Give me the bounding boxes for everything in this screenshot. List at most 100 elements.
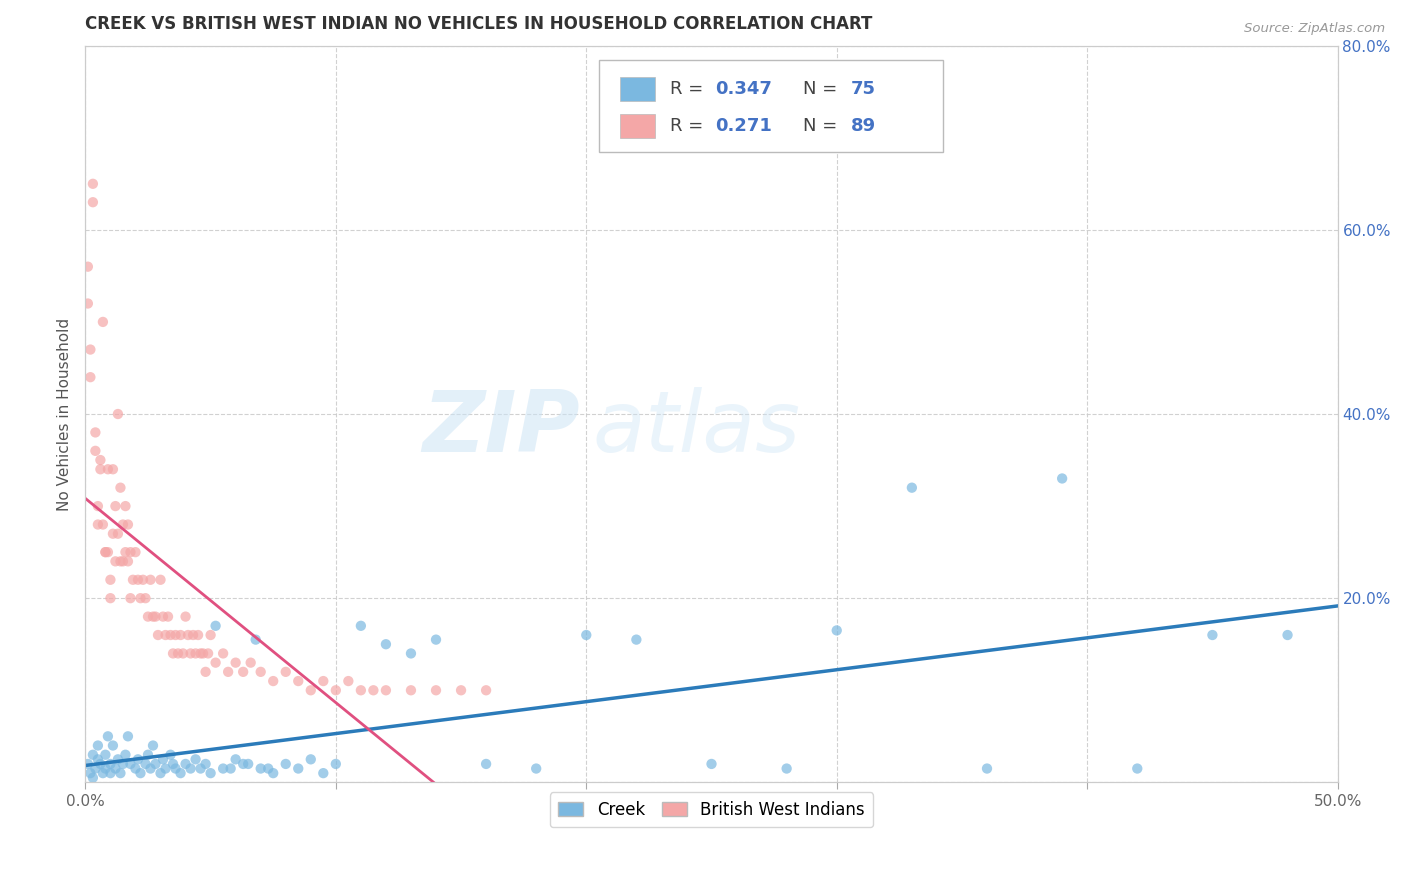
Point: [217, 665, 239, 679]
Point: [374, 637, 396, 651]
Point: [117, 729, 139, 743]
Point: [287, 674, 309, 689]
Point: [132, 573, 155, 587]
Point: [82, 195, 104, 210]
Point: [107, 752, 129, 766]
Point: [111, 756, 134, 771]
Point: [149, 573, 172, 587]
Point: [129, 591, 152, 606]
Point: [104, 762, 127, 776]
Point: [219, 762, 242, 776]
Point: [139, 573, 162, 587]
Point: [159, 747, 181, 762]
Point: [107, 526, 129, 541]
Point: [232, 665, 254, 679]
Text: 89: 89: [851, 117, 876, 135]
Text: R =: R =: [671, 117, 709, 135]
Point: [197, 647, 219, 661]
Point: [82, 771, 104, 785]
Point: [194, 756, 217, 771]
Point: [145, 756, 167, 771]
Point: [101, 526, 124, 541]
Point: [350, 619, 373, 633]
Point: [191, 647, 214, 661]
Point: [425, 683, 447, 698]
Point: [100, 591, 122, 606]
Point: [165, 762, 187, 776]
Point: [262, 674, 284, 689]
Point: [82, 177, 104, 191]
Point: [169, 628, 191, 642]
Point: [94, 545, 117, 559]
Point: [84, 425, 107, 440]
Point: [101, 462, 124, 476]
Point: [104, 554, 127, 568]
Point: [91, 766, 114, 780]
Point: [111, 517, 134, 532]
Point: [159, 628, 181, 642]
Point: [127, 573, 149, 587]
Point: [117, 554, 139, 568]
Point: [184, 752, 207, 766]
Text: CREEK VS BRITISH WEST INDIAN NO VEHICLES IN HOUSEHOLD CORRELATION CHART: CREEK VS BRITISH WEST INDIAN NO VEHICLES…: [86, 15, 873, 33]
Point: [84, 443, 107, 458]
Point: [79, 370, 101, 384]
Point: [139, 762, 162, 776]
Point: [97, 729, 120, 743]
Point: [245, 632, 267, 647]
Point: [200, 766, 222, 780]
Point: [77, 296, 100, 310]
Point: [84, 762, 107, 776]
Text: 0.347: 0.347: [716, 80, 772, 98]
Point: [82, 747, 104, 762]
Text: 0.271: 0.271: [716, 117, 772, 135]
Point: [124, 762, 146, 776]
Point: [91, 517, 114, 532]
Point: [204, 619, 226, 633]
Point: [232, 756, 254, 771]
Text: 75: 75: [851, 80, 876, 98]
Point: [325, 683, 347, 698]
Point: [399, 647, 422, 661]
Point: [87, 739, 110, 753]
Text: N =: N =: [803, 80, 844, 98]
Point: [1050, 471, 1073, 485]
Point: [120, 756, 142, 771]
Point: [110, 554, 132, 568]
Point: [111, 554, 134, 568]
Point: [100, 573, 122, 587]
Point: [287, 762, 309, 776]
FancyBboxPatch shape: [620, 78, 655, 101]
Text: atlas: atlas: [592, 387, 800, 470]
Point: [524, 762, 547, 776]
Point: [136, 609, 159, 624]
Point: [77, 756, 100, 771]
Point: [79, 766, 101, 780]
Point: [120, 591, 142, 606]
Point: [212, 647, 235, 661]
Point: [249, 665, 271, 679]
Text: R =: R =: [671, 80, 709, 98]
Point: [775, 762, 797, 776]
Point: [239, 656, 262, 670]
Point: [97, 545, 120, 559]
Point: [249, 762, 271, 776]
FancyBboxPatch shape: [599, 61, 943, 153]
Text: Source: ZipAtlas.com: Source: ZipAtlas.com: [1244, 22, 1385, 36]
Point: [142, 609, 165, 624]
Point: [152, 609, 174, 624]
Point: [1201, 628, 1223, 642]
Point: [79, 343, 101, 357]
Point: [120, 545, 142, 559]
Point: [114, 747, 136, 762]
Point: [77, 260, 100, 274]
Point: [976, 762, 998, 776]
Point: [299, 752, 322, 766]
Point: [134, 756, 156, 771]
Point: [169, 766, 191, 780]
Point: [1277, 628, 1299, 642]
Point: [94, 762, 117, 776]
Point: [89, 462, 111, 476]
Point: [91, 315, 114, 329]
Point: [475, 756, 498, 771]
